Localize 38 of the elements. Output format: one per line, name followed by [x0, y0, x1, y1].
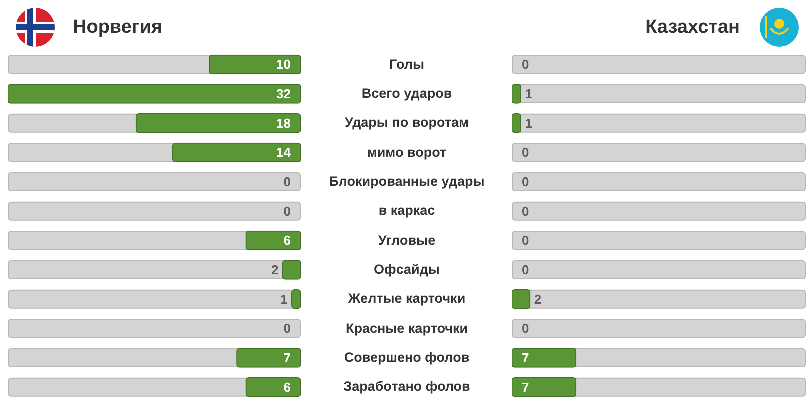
data-label: 14 [276, 145, 292, 160]
text: Казахстан [646, 16, 740, 40]
data-label: 6 [284, 380, 291, 395]
data-label: 7 [522, 380, 530, 395]
data-label: 32 [276, 86, 291, 102]
y-tick-label: Голы [388, 56, 426, 74]
data-label: 1 [525, 86, 532, 102]
data-label: 0 [522, 204, 530, 219]
y-tick-label: мимо ворот [366, 144, 448, 162]
y-tick-label: Удары по воротам [344, 114, 470, 132]
data-label: 0 [284, 321, 291, 336]
data-label: 0 [284, 174, 291, 190]
data-label: 2 [271, 262, 279, 278]
data-label: 0 [522, 262, 530, 278]
y-tick-label: Красные карточки [344, 320, 469, 338]
text: Норвегия [73, 16, 163, 40]
data-label: 0 [522, 174, 530, 190]
y-tick-label: Заработано фолов [342, 378, 472, 396]
y-tick-label: Офсайды [373, 261, 441, 279]
y-tick-label: Совершено фолов [343, 349, 471, 367]
data-label: 2 [534, 292, 542, 307]
data-label: 6 [284, 233, 291, 248]
data-label: 0 [284, 204, 291, 219]
data-label: 7 [522, 350, 530, 366]
y-tick-label: Желтые карточки [347, 290, 467, 308]
data-label: 1 [525, 116, 532, 131]
data-label: 0 [522, 233, 530, 248]
data-label: 0 [522, 57, 530, 72]
data-label: 0 [522, 145, 530, 160]
y-tick-label: в каркас [378, 202, 436, 220]
data-label: 18 [276, 116, 291, 131]
y-tick-label: Угловые [377, 232, 437, 250]
y-tick-label: Блокированные удары [328, 173, 486, 191]
data-label: 1 [280, 292, 288, 307]
data-label: 7 [284, 350, 291, 366]
y-tick-label: Всего ударов [360, 85, 454, 103]
data-label: 0 [522, 321, 530, 336]
data-label: 10 [276, 57, 291, 72]
